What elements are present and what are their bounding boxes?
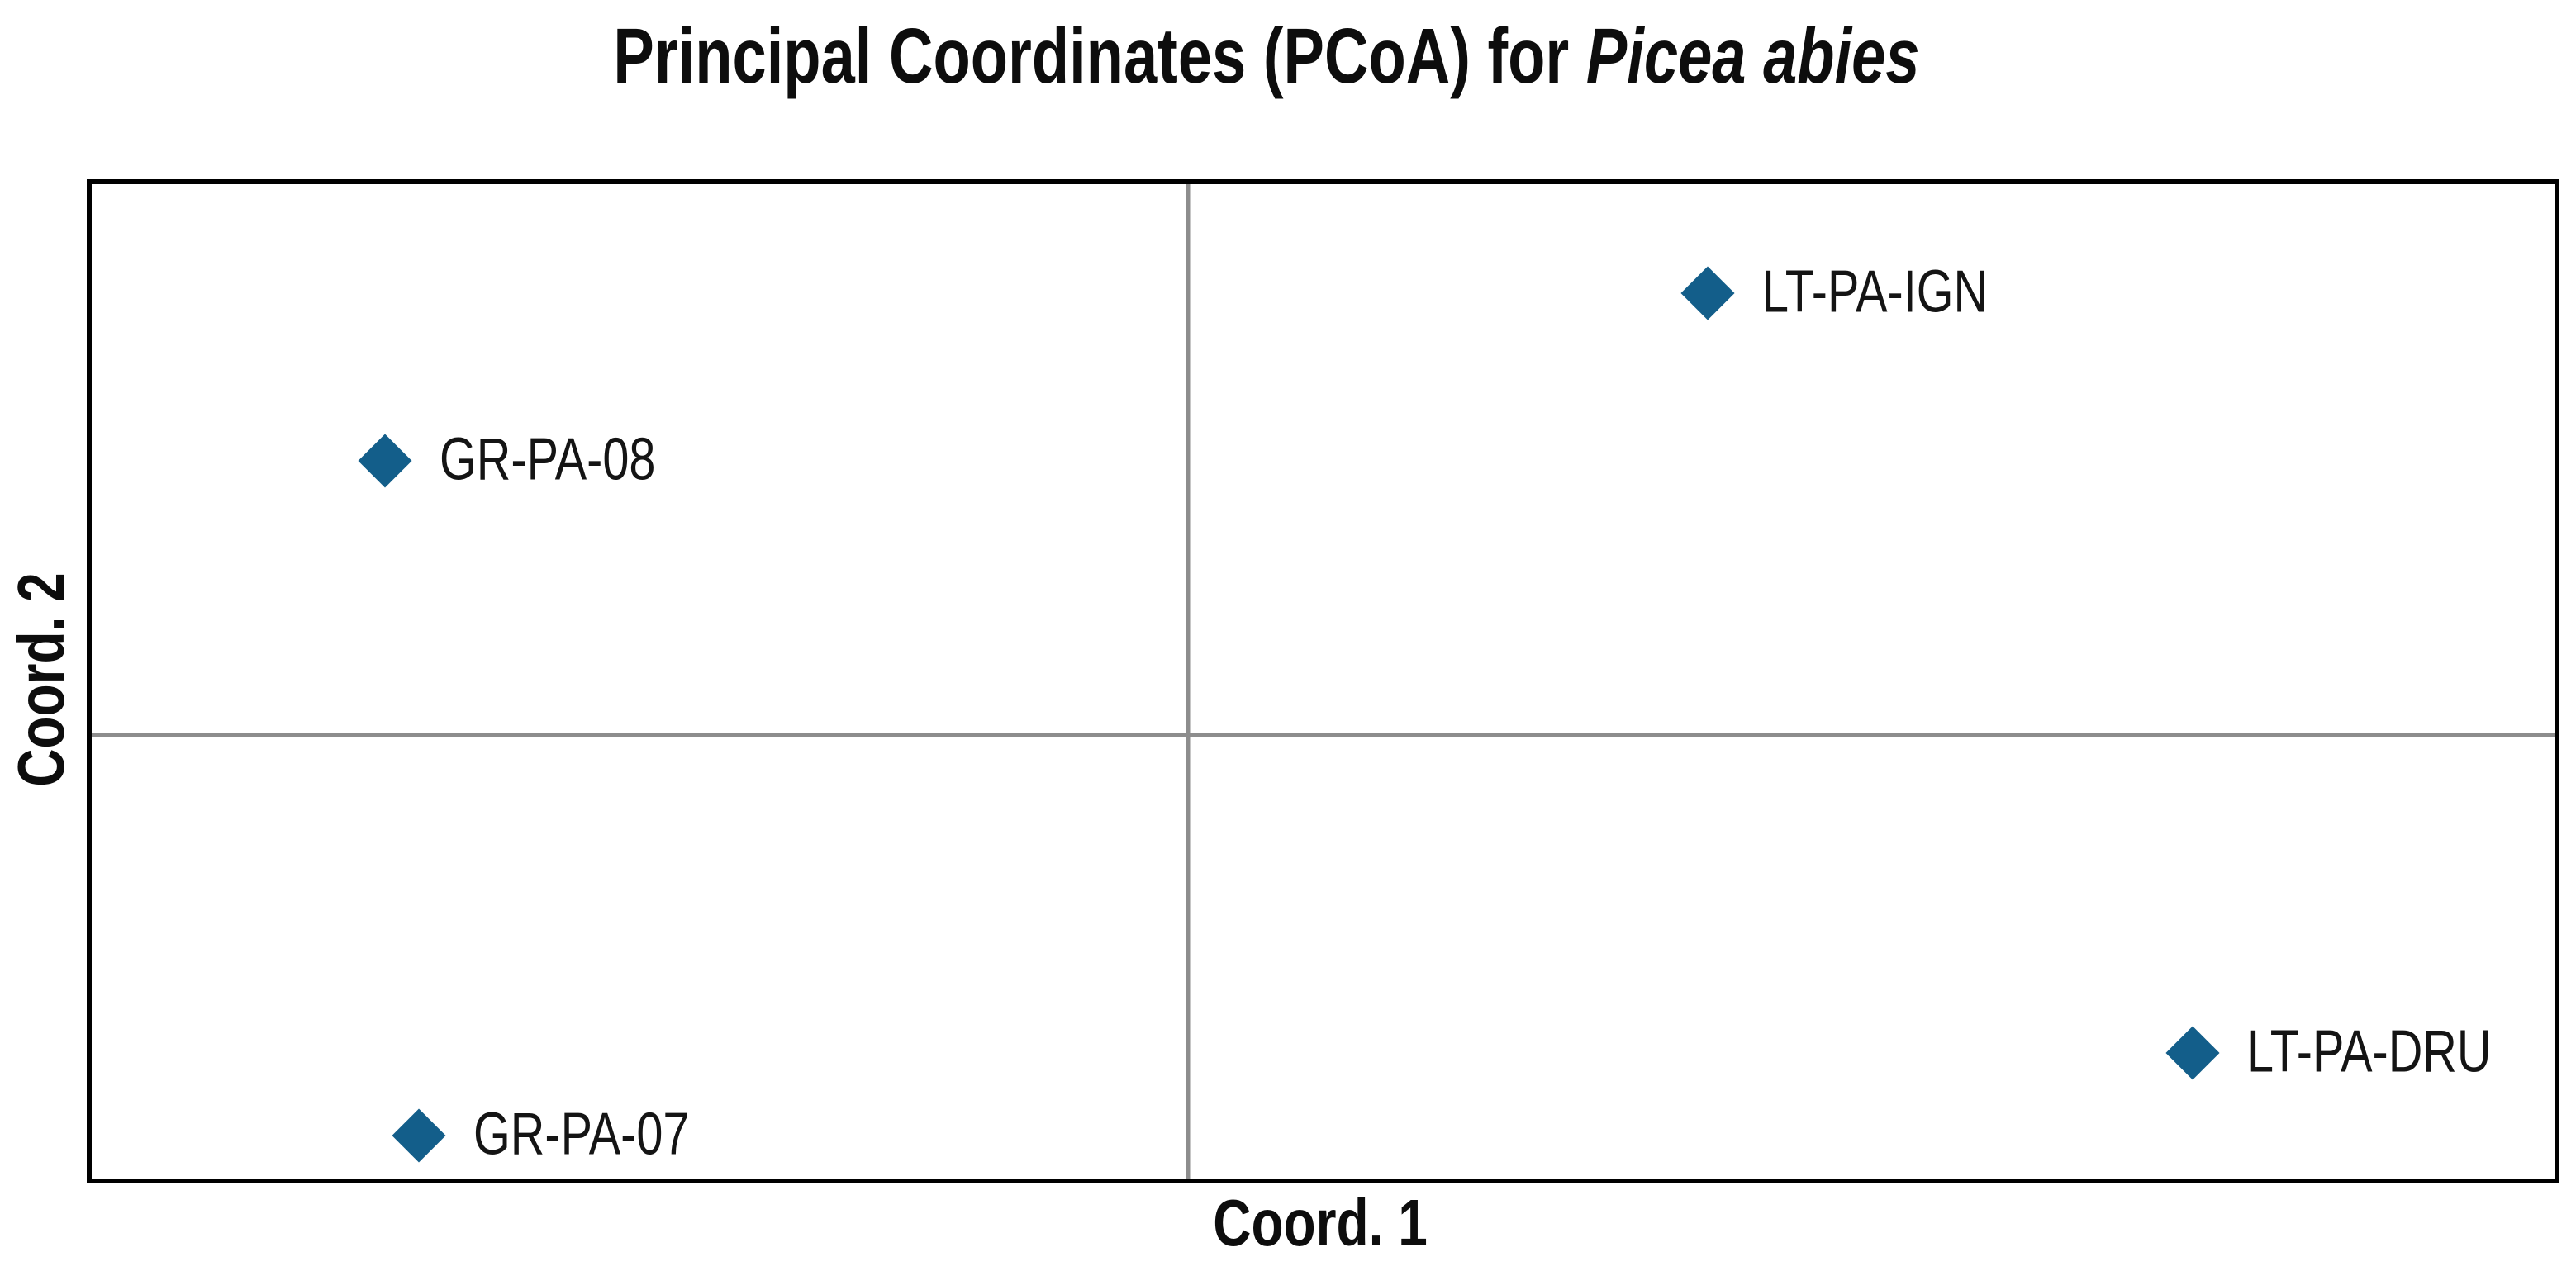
origin-horizontal-gridline [92, 733, 2555, 737]
data-point-marker [392, 1108, 446, 1163]
chart-title: Principal Coordinates (PCoA) for Picea a… [262, 12, 2271, 102]
chart-title-prefix: Principal Coordinates (PCoA) for [613, 12, 1586, 100]
data-point-label: LT-PA-IGN [1761, 258, 1988, 325]
x-axis-label: Coord. 1 [1213, 1186, 1428, 1259]
origin-vertical-gridline [1186, 184, 1191, 1179]
plot-area: LT-PA-IGN GR-PA-08 GR-PA-07 LT-PA-DRU [87, 179, 2559, 1183]
data-point-label: GR-PA-07 [473, 1101, 690, 1168]
data-point-marker [2165, 1026, 2220, 1080]
y-axis-label: Coord. 2 [4, 572, 78, 787]
data-point-label: LT-PA-DRU [2246, 1018, 2492, 1085]
data-point-label: GR-PA-08 [439, 426, 656, 493]
data-point-marker [358, 434, 412, 488]
chart-title-species: Picea abies [1585, 12, 1920, 100]
data-point-marker [1680, 266, 1735, 320]
